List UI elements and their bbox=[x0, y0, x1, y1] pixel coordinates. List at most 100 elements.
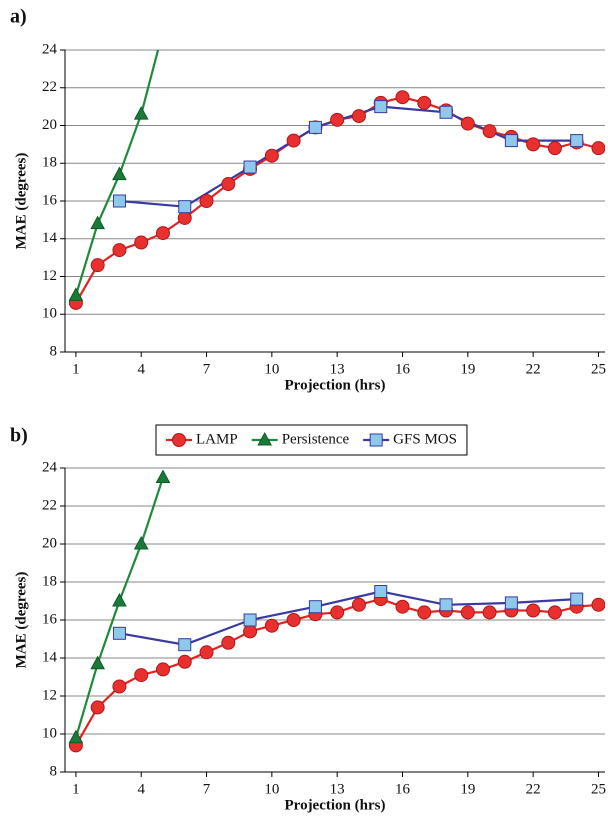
marker bbox=[68, 729, 84, 744]
marker bbox=[112, 626, 126, 640]
y-tick-label: 14 bbox=[42, 649, 58, 665]
marker bbox=[155, 469, 171, 483]
marker bbox=[112, 166, 127, 181]
marker bbox=[90, 215, 106, 230]
marker bbox=[243, 160, 257, 174]
legend-label: GFS MOS bbox=[393, 431, 457, 447]
x-tick-label: 7 bbox=[203, 361, 211, 377]
marker bbox=[482, 124, 497, 139]
marker bbox=[374, 100, 388, 114]
x-tick-label: 1 bbox=[72, 781, 80, 797]
y-axis-title: MAE (degrees) bbox=[13, 572, 29, 669]
marker bbox=[264, 148, 279, 163]
marker bbox=[177, 210, 192, 225]
marker bbox=[155, 226, 170, 241]
marker bbox=[133, 106, 149, 120]
marker bbox=[286, 133, 301, 148]
legend-label: LAMP bbox=[196, 431, 238, 447]
marker bbox=[460, 116, 475, 131]
marker bbox=[439, 598, 453, 612]
marker bbox=[460, 605, 475, 620]
x-tick-label: 4 bbox=[137, 361, 145, 377]
x-axis-title: Projection (hrs) bbox=[285, 797, 386, 813]
marker bbox=[591, 141, 605, 156]
marker bbox=[243, 624, 258, 639]
marker bbox=[90, 258, 105, 273]
marker bbox=[308, 120, 322, 134]
series-line bbox=[119, 590, 577, 646]
marker bbox=[155, 662, 170, 677]
x-tick-label: 1 bbox=[72, 361, 80, 377]
marker bbox=[417, 605, 432, 620]
series-group bbox=[68, 24, 605, 310]
y-tick-label: 14 bbox=[42, 230, 58, 246]
y-tick-label: 20 bbox=[42, 535, 57, 551]
legend-label: Persistence bbox=[282, 431, 350, 447]
panel-label: a) bbox=[10, 6, 27, 28]
marker bbox=[330, 605, 345, 620]
marker bbox=[156, 24, 169, 36]
marker bbox=[504, 134, 518, 148]
y-tick-label: 10 bbox=[42, 725, 57, 741]
marker bbox=[178, 638, 192, 652]
marker bbox=[395, 599, 410, 614]
marker bbox=[199, 194, 214, 208]
y-axis-title: MAE (degrees) bbox=[13, 153, 29, 250]
y-tick-label: 10 bbox=[42, 306, 57, 322]
y-tick-label: 24 bbox=[42, 459, 58, 475]
x-tick-label: 10 bbox=[264, 781, 279, 797]
y-tick-label: 12 bbox=[42, 687, 57, 703]
marker bbox=[374, 585, 388, 598]
marker bbox=[133, 535, 149, 550]
series-line bbox=[119, 105, 577, 208]
x-tick-label: 13 bbox=[330, 781, 345, 797]
x-axis-title: Projection (hrs) bbox=[285, 377, 386, 393]
x-tick-label: 7 bbox=[203, 781, 211, 797]
y-tick-label: 8 bbox=[50, 763, 58, 779]
marker bbox=[351, 597, 366, 612]
marker bbox=[112, 243, 127, 258]
x-tick-label: 22 bbox=[526, 781, 541, 797]
legend: LAMP Persistence GFS MOS bbox=[155, 424, 468, 456]
x-tick-label: 25 bbox=[591, 361, 606, 377]
x-tick-label: 19 bbox=[460, 361, 475, 377]
y-tick-label: 18 bbox=[42, 573, 57, 589]
marker bbox=[68, 287, 84, 301]
marker bbox=[547, 605, 562, 620]
marker bbox=[264, 618, 279, 633]
marker bbox=[112, 592, 127, 607]
y-tick-label: 8 bbox=[50, 343, 58, 359]
marker bbox=[134, 668, 149, 683]
marker bbox=[369, 433, 383, 447]
marker bbox=[570, 592, 584, 606]
marker bbox=[90, 700, 105, 715]
marker bbox=[177, 654, 192, 669]
marker bbox=[570, 134, 584, 148]
x-tick-label: 19 bbox=[460, 781, 475, 797]
marker bbox=[199, 645, 214, 660]
marker bbox=[243, 613, 257, 627]
y-tick-label: 16 bbox=[42, 611, 58, 627]
x-tick-label: 10 bbox=[264, 361, 279, 377]
marker bbox=[178, 200, 192, 214]
x-tick-label: 16 bbox=[395, 361, 411, 377]
y-tick-label: 18 bbox=[42, 155, 57, 171]
marker bbox=[330, 112, 345, 127]
marker bbox=[526, 603, 541, 618]
y-tick-label: 20 bbox=[42, 117, 57, 133]
y-tick-label: 24 bbox=[42, 41, 58, 57]
legend-box bbox=[155, 424, 468, 456]
x-tick-label: 25 bbox=[591, 781, 606, 797]
x-tick-label: 16 bbox=[395, 781, 411, 797]
marker bbox=[417, 95, 432, 110]
marker bbox=[172, 433, 186, 447]
marker bbox=[221, 177, 236, 192]
marker bbox=[547, 141, 562, 156]
marker bbox=[591, 597, 605, 612]
x-tick-label: 22 bbox=[526, 361, 541, 377]
marker bbox=[504, 596, 518, 610]
y-tick-label: 22 bbox=[42, 79, 57, 95]
marker bbox=[90, 655, 106, 670]
marker bbox=[134, 235, 149, 250]
